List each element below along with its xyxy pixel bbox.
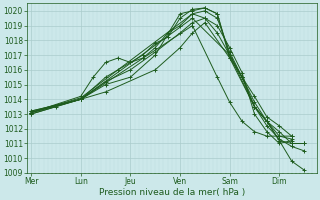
X-axis label: Pression niveau de la mer( hPa ): Pression niveau de la mer( hPa ) bbox=[99, 188, 245, 197]
